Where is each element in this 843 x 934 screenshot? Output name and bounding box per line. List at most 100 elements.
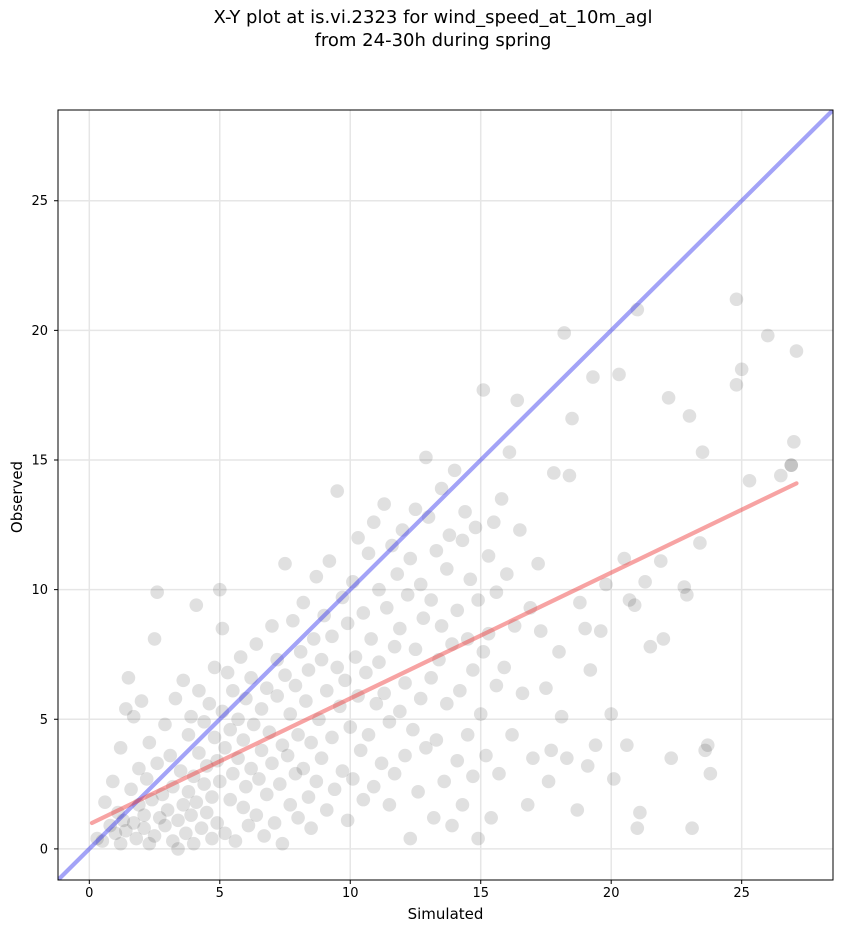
data-point bbox=[288, 678, 303, 693]
data-point bbox=[275, 836, 290, 851]
data-point bbox=[228, 834, 243, 848]
data-point bbox=[664, 751, 679, 765]
data-point bbox=[489, 678, 504, 693]
data-point bbox=[108, 826, 123, 841]
data-point bbox=[348, 650, 363, 664]
data-point bbox=[526, 751, 540, 765]
data-point bbox=[254, 743, 269, 758]
data-point bbox=[356, 792, 371, 807]
data-point bbox=[314, 751, 329, 765]
data-point bbox=[335, 590, 350, 605]
data-point bbox=[424, 593, 438, 607]
data-point bbox=[500, 567, 514, 581]
data-point bbox=[181, 728, 196, 742]
data-point bbox=[192, 746, 206, 760]
data-point bbox=[119, 823, 133, 838]
data-point bbox=[236, 733, 251, 747]
data-point bbox=[98, 795, 112, 810]
data-point bbox=[231, 751, 245, 765]
data-point bbox=[325, 629, 339, 644]
data-point bbox=[700, 738, 715, 752]
data-point bbox=[359, 665, 373, 680]
data-point bbox=[283, 798, 298, 812]
data-point bbox=[377, 686, 391, 701]
data-point bbox=[685, 821, 699, 835]
data-point bbox=[466, 769, 480, 784]
data-point bbox=[479, 748, 493, 763]
data-point bbox=[455, 533, 470, 548]
data-point bbox=[366, 779, 381, 794]
data-point bbox=[226, 766, 240, 781]
data-point bbox=[265, 756, 279, 771]
y-tick-label: 0 bbox=[40, 842, 48, 857]
data-point bbox=[189, 598, 204, 612]
data-point bbox=[116, 813, 131, 828]
x-axis-ticks: 0 5 10 15 20 25 bbox=[85, 880, 750, 901]
data-point bbox=[638, 575, 652, 589]
data-point bbox=[698, 743, 712, 758]
axes-frame bbox=[57, 109, 834, 881]
data-point bbox=[450, 753, 465, 768]
data-point bbox=[366, 515, 381, 530]
data-point bbox=[429, 733, 444, 747]
data-point bbox=[586, 370, 600, 384]
data-point bbox=[627, 598, 642, 612]
data-point bbox=[325, 730, 339, 745]
data-point bbox=[656, 632, 671, 646]
data-point bbox=[166, 779, 180, 794]
data-point bbox=[541, 774, 556, 789]
data-point bbox=[385, 538, 399, 553]
data-point bbox=[273, 777, 287, 791]
x-tick-label: 15 bbox=[472, 886, 489, 901]
data-point bbox=[466, 663, 480, 677]
data-point bbox=[544, 743, 558, 758]
data-point bbox=[121, 670, 136, 685]
data-point bbox=[304, 821, 318, 835]
data-point bbox=[312, 712, 326, 727]
data-point bbox=[379, 600, 394, 615]
data-point bbox=[210, 816, 224, 830]
data-point bbox=[481, 549, 496, 563]
data-point bbox=[335, 764, 350, 778]
data-point bbox=[372, 582, 386, 597]
data-point bbox=[617, 551, 632, 566]
data-point bbox=[113, 740, 128, 755]
data-point bbox=[455, 798, 470, 812]
data-point bbox=[215, 704, 230, 719]
data-point bbox=[633, 805, 647, 820]
data-point bbox=[382, 798, 397, 812]
data-point bbox=[176, 673, 191, 688]
y-tick-label: 15 bbox=[31, 454, 48, 469]
data-point bbox=[460, 632, 475, 646]
data-point bbox=[168, 691, 183, 706]
data-point bbox=[361, 728, 376, 742]
data-point bbox=[252, 772, 266, 786]
data-point bbox=[523, 600, 538, 615]
data-point bbox=[520, 798, 535, 812]
data-point bbox=[497, 660, 512, 675]
y-axis-ticks: 0 5 10 15 20 25 bbox=[31, 194, 58, 857]
data-point bbox=[197, 715, 211, 729]
chart-title-line-2: from 24-30h during spring bbox=[314, 30, 552, 51]
data-point bbox=[152, 810, 167, 825]
data-point bbox=[374, 756, 389, 771]
grid-lines bbox=[58, 110, 833, 880]
data-point bbox=[212, 582, 227, 597]
data-point bbox=[552, 645, 566, 659]
data-point bbox=[179, 826, 193, 841]
data-point bbox=[301, 663, 316, 677]
data-point bbox=[199, 759, 214, 773]
data-point bbox=[105, 774, 120, 789]
identity-line bbox=[58, 110, 833, 880]
data-point bbox=[588, 738, 603, 752]
data-point bbox=[387, 639, 402, 654]
data-point bbox=[680, 588, 694, 602]
data-point bbox=[317, 608, 331, 623]
data-point bbox=[220, 665, 235, 680]
data-point bbox=[218, 740, 232, 755]
data-point bbox=[458, 505, 472, 519]
data-point bbox=[476, 645, 491, 659]
data-point bbox=[158, 717, 172, 732]
data-point bbox=[416, 611, 431, 625]
